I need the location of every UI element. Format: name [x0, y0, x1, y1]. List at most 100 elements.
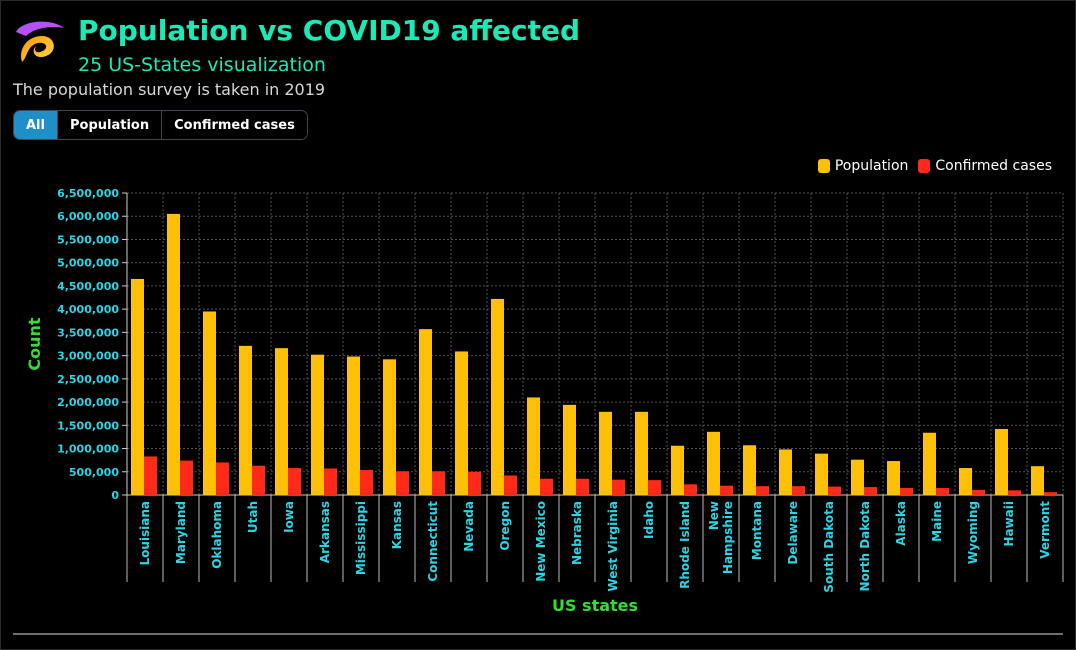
bar-population-iowa [275, 348, 288, 495]
bar-population-maine [923, 432, 936, 495]
bar-confirmed-utah [252, 465, 265, 495]
bar-population-alaska [887, 461, 900, 495]
bar-confirmed-rhode-island [684, 484, 697, 495]
filter-all-button[interactable]: All [14, 111, 57, 139]
legend-item-confirmed[interactable]: Confirmed cases [918, 158, 1052, 174]
x-tick-label: Alaska [894, 501, 908, 546]
bar-population-vermont [1031, 466, 1044, 495]
bar-population-oregon [491, 298, 504, 495]
bar-population-maryland [167, 213, 180, 495]
bar-confirmed-maine [936, 488, 949, 495]
bar-population-kansas [383, 359, 396, 495]
bar-population-montana [743, 445, 756, 495]
x-tick-label: Utah [246, 501, 260, 533]
x-tick-label: Oregon [498, 501, 512, 551]
legend-label-population: Population [834, 158, 909, 174]
bar-population-mississippi [347, 356, 360, 495]
x-tick-label: Louisiana [138, 501, 152, 566]
bar-confirmed-idaho [648, 480, 661, 495]
bar-confirmed-delaware [792, 486, 805, 495]
y-tick-label: 1,000,000 [57, 443, 119, 456]
bar-population-nebraska [563, 404, 576, 495]
bar-population-louisiana [131, 278, 144, 495]
bar-population-idaho [635, 411, 648, 495]
bar-population-south-dakota [815, 453, 828, 495]
x-tick-label: Iowa [282, 501, 296, 533]
bar-confirmed-north-dakota [864, 487, 877, 495]
bar-population-new-mexico [527, 397, 540, 495]
x-tick-label: Oklahoma [210, 501, 224, 569]
bar-confirmed-oklahoma [216, 462, 229, 495]
bar-confirmed-new-mexico [540, 478, 553, 495]
bar-population-rhode-island [671, 445, 684, 495]
bar-population-wyoming [959, 468, 972, 495]
y-tick-label: 3,500,000 [57, 326, 119, 339]
x-tick-label: Maryland [174, 501, 188, 564]
y-tick-label: 1,500,000 [57, 419, 119, 432]
y-tick-label: 5,500,000 [57, 233, 119, 246]
bar-confirmed-south-dakota [828, 486, 841, 495]
x-tick-label: West Virginia [606, 501, 620, 592]
bar-confirmed-maryland [180, 460, 193, 495]
bar-confirmed-oregon [504, 475, 517, 495]
survey-note: The population survey is taken in 2019 [13, 80, 326, 99]
y-tick-label: 0 [111, 489, 119, 502]
bar-population-new-hampshire [707, 431, 720, 495]
bar-confirmed-alaska [900, 488, 913, 495]
bar-population-north-dakota [851, 459, 864, 495]
bar-confirmed-west-virginia [612, 479, 625, 495]
bar-confirmed-arkansas [324, 468, 337, 495]
bar-confirmed-nebraska [576, 478, 589, 495]
y-tick-label: 2,000,000 [57, 396, 119, 409]
x-tick-label: North Dakota [858, 501, 872, 591]
y-tick-label: 500,000 [69, 466, 119, 479]
x-axis-title: US states [552, 596, 638, 615]
x-tick-label: Nebraska [570, 501, 584, 565]
bar-confirmed-new-hampshire [720, 485, 733, 495]
series-filter-group: All Population Confirmed cases [13, 110, 308, 140]
chart-legend: Population Confirmed cases [817, 158, 1052, 174]
x-tick-label: Nevada [462, 501, 476, 552]
y-tick-label: 3,000,000 [57, 350, 119, 363]
bar-population-nevada [455, 351, 468, 495]
x-tick-label: Mississippi [354, 501, 368, 575]
bar-population-utah [239, 345, 252, 495]
x-tick-label: Arkansas [318, 501, 332, 563]
bar-confirmed-louisiana [144, 456, 157, 495]
y-tick-label: 6,000,000 [57, 210, 119, 223]
bar-confirmed-hawaii [1008, 490, 1021, 495]
legend-swatch-population [817, 159, 830, 173]
x-tick-label: Hawaii [1002, 501, 1016, 547]
bar-confirmed-nevada [468, 471, 481, 495]
x-tick-label: Connecticut [426, 501, 440, 582]
legend-swatch-confirmed [918, 159, 931, 173]
x-tick-label: Maine [930, 501, 944, 542]
bar-confirmed-wyoming [972, 489, 985, 495]
bar-population-delaware [779, 449, 792, 495]
y-tick-label: 5,000,000 [57, 257, 119, 270]
bar-confirmed-kansas [396, 471, 409, 495]
y-tick-label: 4,000,000 [57, 303, 119, 316]
legend-label-confirmed: Confirmed cases [935, 158, 1052, 174]
legend-item-population[interactable]: Population [817, 158, 909, 174]
bar-confirmed-mississippi [360, 469, 373, 495]
x-tick-label: Delaware [786, 501, 800, 565]
filter-confirmed-button[interactable]: Confirmed cases [161, 111, 307, 139]
x-tick-label: Idaho [642, 501, 656, 539]
bar-confirmed-iowa [288, 468, 301, 495]
y-tick-label: 2,500,000 [57, 373, 119, 386]
bar-population-hawaii [995, 429, 1008, 495]
x-tick-label: Rhode Island [678, 501, 692, 589]
chart-subtitle: 25 US-States visualization [78, 54, 326, 76]
x-tick-label: South Dakota [822, 501, 836, 593]
x-tick-label: New [707, 501, 721, 530]
bar-confirmed-montana [756, 486, 769, 495]
y-axis-title: Count [25, 317, 44, 371]
bar-population-arkansas [311, 354, 324, 495]
y-tick-label: 6,500,000 [57, 187, 119, 200]
filter-population-button[interactable]: Population [56, 111, 162, 139]
bar-population-west-virginia [599, 411, 612, 495]
bar-confirmed-connecticut [432, 471, 445, 495]
chart-title: Population vs COVID19 affected [78, 14, 581, 47]
